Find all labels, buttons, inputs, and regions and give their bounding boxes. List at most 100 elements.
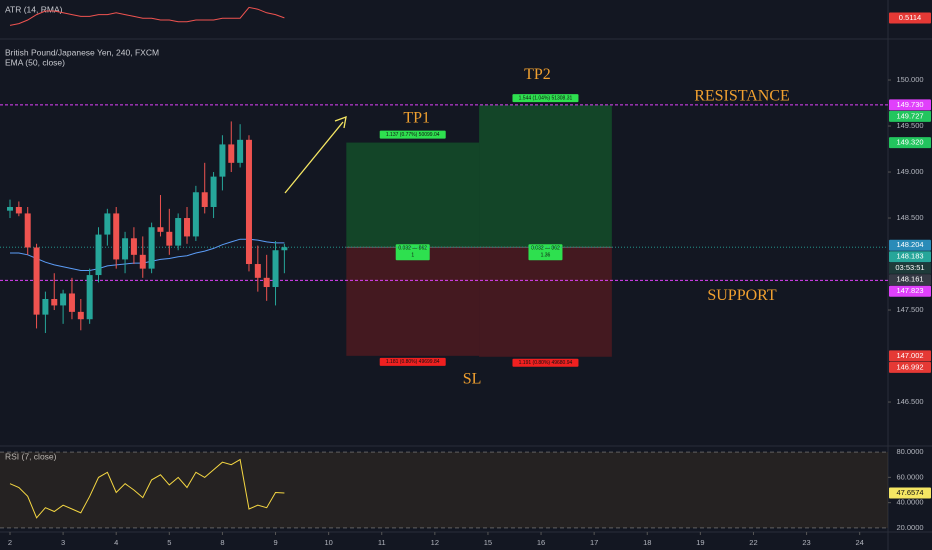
level-name: RESISTANCE: [694, 88, 790, 105]
candle-body: [157, 227, 164, 232]
candle-body: [77, 311, 84, 320]
tp1-zone: [346, 142, 480, 248]
x-tick-label: 9: [273, 538, 277, 547]
price-label: 149.320: [896, 138, 923, 147]
candle-body: [15, 206, 22, 214]
countdown: 03:53:51: [895, 263, 924, 272]
rsi-line: [9, 458, 285, 519]
candle-body: [237, 139, 244, 163]
chart-title: British Pound/Japanese Yen, 240, FXCM: [5, 47, 159, 57]
entry1-label: 0.032 — 862: [398, 246, 427, 252]
x-tick-label: 5: [167, 538, 171, 547]
candle-body: [192, 192, 199, 237]
price-label-box: [889, 137, 931, 149]
price-label: 148.161: [896, 275, 923, 284]
y-tick-label: 148.500: [896, 213, 923, 222]
entry2-ratio: 1.36: [541, 253, 551, 259]
entry1-ratio: 1: [411, 253, 414, 259]
atr-line: [9, 6, 285, 26]
atr-label: ATR (14, RMA): [5, 4, 63, 14]
candle-body: [254, 264, 261, 278]
arrow-head: [334, 116, 347, 129]
ema-line: [10, 238, 285, 271]
tp1-text: TP1: [403, 109, 430, 126]
candle-body: [122, 238, 129, 260]
price-label-box: [889, 251, 931, 263]
rsi-band: [0, 452, 888, 528]
x-tick-label: 8: [220, 538, 224, 547]
sl1-zone: [346, 247, 480, 356]
price-label-box: [889, 274, 931, 286]
entry1-label-box: [395, 244, 430, 261]
candle-body: [184, 218, 191, 237]
candle-body: [95, 234, 102, 276]
price-label: 149.727: [896, 111, 923, 120]
atr-last-label: 0.5114: [899, 13, 921, 22]
level-name: SUPPORT: [707, 287, 777, 304]
candle-body: [42, 298, 49, 315]
x-tick-label: 4: [114, 538, 118, 547]
countdown-box: [889, 262, 931, 274]
candle-body: [68, 293, 75, 312]
y-tick-label: 150.000: [896, 75, 923, 84]
x-tick-label: 16: [537, 538, 545, 547]
x-tick-label: 10: [324, 538, 332, 547]
arrow: [284, 121, 344, 194]
entry2-label: 0.032 — 862: [531, 246, 560, 252]
candle-body: [130, 238, 137, 255]
atr-last-box: [889, 12, 931, 24]
candle-body: [113, 213, 120, 260]
x-tick-label: 17: [590, 538, 598, 547]
price-label-box: [889, 285, 931, 297]
x-tick-label: 3: [61, 538, 65, 547]
price-label: 149.730: [896, 100, 923, 109]
tp2-label: 1.544 (1.04%) 51308.31: [519, 95, 573, 101]
x-tick-label: 23: [802, 538, 810, 547]
price-label-box: [889, 350, 931, 362]
tp2-zone: [479, 105, 612, 248]
price-label: 148.204: [896, 240, 923, 249]
rsi-last-label: 47.6574: [896, 488, 923, 497]
candle-body: [175, 218, 182, 246]
rsi-tick-label: 60.0000: [896, 472, 923, 481]
rsi-tick-label: 80.0000: [896, 447, 923, 456]
price-label: 147.823: [896, 286, 923, 295]
candle-body: [139, 254, 146, 269]
sl1-label-box: [379, 357, 446, 366]
x-tick-label: 2: [8, 538, 12, 547]
rsi-label: RSI (7, close): [5, 451, 57, 461]
price-label-box: [889, 99, 931, 111]
x-tick-label: 22: [749, 538, 757, 547]
candle-body: [201, 192, 208, 207]
tp2-label-box: [512, 94, 579, 103]
x-tick-label: 19: [696, 538, 704, 547]
candle-body: [219, 144, 226, 177]
sl2-label: 1.191 (0.80%) 49680.94: [519, 360, 573, 366]
candle-body: [104, 213, 111, 235]
candle-body: [210, 176, 217, 207]
x-tick-label: 18: [643, 538, 651, 547]
x-tick-label: 24: [856, 538, 864, 547]
candle-body: [263, 277, 270, 288]
candle-body: [33, 247, 40, 315]
candle-body: [24, 213, 31, 248]
price-label: 147.002: [896, 351, 923, 360]
sl-text: SL: [463, 371, 482, 388]
rsi-last-box: [889, 487, 931, 499]
y-tick-label: 146.500: [896, 397, 923, 406]
candle-body: [272, 250, 279, 288]
candle-body: [60, 293, 67, 306]
y-tick-label: 149.000: [896, 167, 923, 176]
sl2-label-box: [512, 358, 579, 367]
candle-body: [245, 139, 252, 265]
candle-body: [86, 275, 93, 320]
price-label: 146.992: [896, 362, 923, 371]
rsi-tick-label: 20.0000: [896, 523, 923, 532]
x-tick-label: 11: [378, 538, 386, 547]
tp1-label: 1.137 (0.77%) 50099.04: [386, 132, 440, 138]
y-tick-label: 149.500: [896, 121, 923, 130]
rsi-tick-label: 40.0000: [896, 498, 923, 507]
ema-label: EMA (50, close): [5, 57, 65, 67]
